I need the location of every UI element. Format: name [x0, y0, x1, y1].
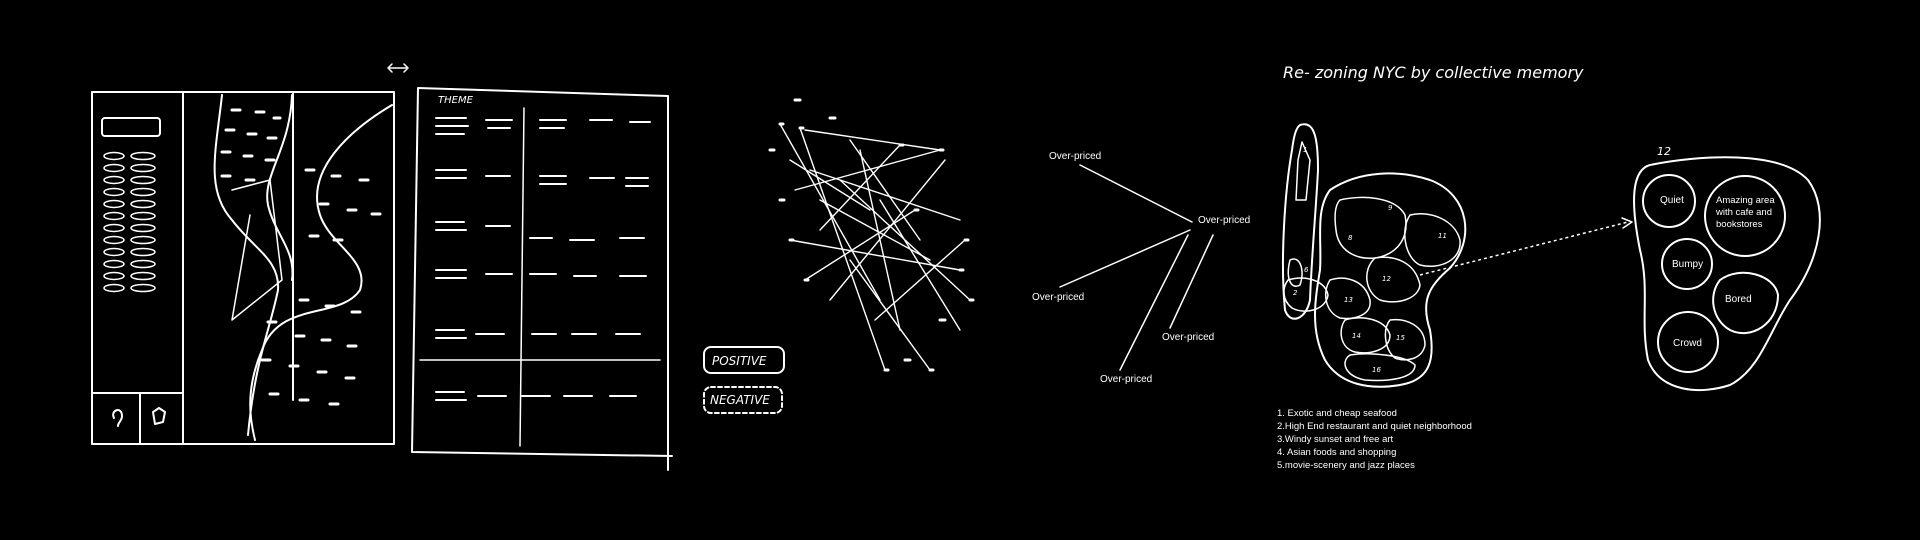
- positive-button[interactable]: POSITIVE: [703, 346, 785, 374]
- zone-number-11: 11: [1438, 232, 1447, 240]
- memory-item-2: 2.High End restaurant and quiet neighbor…: [1277, 421, 1472, 432]
- sidebar-list-sketch: [103, 151, 156, 293]
- map-dots: [220, 108, 382, 406]
- theme-label: THEME: [438, 95, 474, 106]
- zone-12-outline: [1633, 156, 1821, 391]
- arrow-head-icon: [1621, 217, 1633, 229]
- map-contour-1: [213, 94, 280, 436]
- area-bored: [1712, 271, 1779, 335]
- zoom-connector: [1419, 221, 1629, 276]
- area-bumpy-label: Bumpy: [1672, 259, 1703, 270]
- map-contour-3: [249, 104, 393, 441]
- graph-label-3: Over-priced: [1032, 292, 1084, 303]
- zone-number-2: 2: [1293, 289, 1298, 297]
- memory-item-1: 1. Exotic and cheap seafood: [1277, 408, 1397, 419]
- search-box-sketch: [101, 117, 161, 137]
- theme-grid-sketch: THEME: [411, 87, 673, 471]
- pin-icon: [112, 409, 123, 427]
- memory-item-5: 5.movie-scenery and jazz places: [1277, 460, 1415, 471]
- zone-number-9: 9: [1388, 204, 1393, 212]
- area-quiet-label: Quiet: [1660, 195, 1684, 206]
- negative-button[interactable]: NEGATIVE: [703, 386, 783, 414]
- memory-item-3: 3.Windy sunset and free art: [1277, 434, 1394, 445]
- area-amazing: [1704, 175, 1786, 257]
- wireframe-sketch: [91, 63, 409, 445]
- area-quiet: [1642, 174, 1696, 228]
- zone-number-13: 13: [1344, 296, 1353, 304]
- area-bumpy: [1661, 238, 1713, 290]
- memory-item-4: 4. Asian foods and shopping: [1277, 447, 1397, 458]
- zone-number-15: 15: [1396, 334, 1405, 342]
- area-amazing-label: Amazing area with cafe and bookstores: [1716, 195, 1775, 230]
- zone-number-16: 16: [1372, 366, 1381, 374]
- negative-button-label: NEGATIVE: [710, 393, 770, 407]
- graph-label-5: Over-priced: [1100, 374, 1152, 385]
- resize-arrows-icon: [387, 63, 409, 73]
- grid-lines: [435, 117, 651, 401]
- graph-label-1: Over-priced: [1049, 151, 1101, 162]
- zone-detail: 12 Quiet Amazing area with cafe and book…: [1633, 145, 1821, 391]
- overpriced-graph: Over-priced Over-priced Over-priced Over…: [1032, 151, 1250, 385]
- tag-icon: [152, 407, 166, 425]
- zone-number-8: 8: [1348, 234, 1353, 242]
- positive-button-label: POSITIVE: [712, 354, 767, 368]
- graph-label-2: Over-priced: [1198, 215, 1250, 226]
- area-bored-label: Bored: [1725, 294, 1752, 305]
- manhattan-zone: [1281, 123, 1319, 320]
- zone-number-1: 1: [1303, 146, 1307, 154]
- memory-list: 1. Exotic and cheap seafood 2.High End r…: [1277, 407, 1472, 472]
- zone-number-6: 6: [1304, 266, 1309, 274]
- area-crowd: [1657, 311, 1719, 373]
- graph-label-4: Over-priced: [1162, 332, 1214, 343]
- nyc-zone-map: 1 2 9 8 11 6 12 13 14 15 16: [1281, 123, 1633, 388]
- wireframe-frame: [91, 91, 395, 445]
- zone-detail-number: 12: [1657, 145, 1671, 158]
- area-crowd-label: Crowd: [1673, 338, 1702, 349]
- map-contour-2: [266, 94, 294, 281]
- page-title: Re- zoning NYC by collective memory: [1283, 63, 1584, 82]
- zone-number-14: 14: [1352, 332, 1361, 340]
- network-sketch: [768, 98, 975, 372]
- zone-number-12: 12: [1382, 275, 1391, 283]
